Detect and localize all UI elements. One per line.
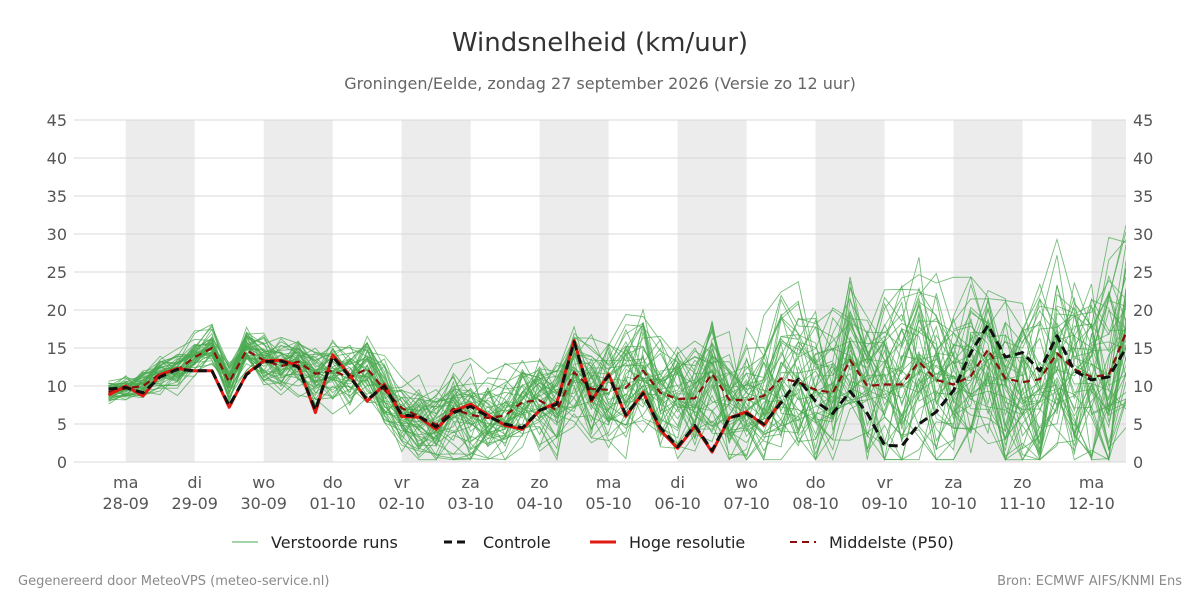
x-tick-date: 30-09 bbox=[240, 494, 287, 513]
x-tick-day: vr bbox=[394, 473, 410, 492]
perturbed-run-line bbox=[108, 255, 1126, 442]
y-tick-label-left: 20 bbox=[47, 301, 67, 320]
x-tick-date: 10-10 bbox=[930, 494, 977, 513]
x-tick-date: 07-10 bbox=[723, 494, 770, 513]
y-tick-label-left: 35 bbox=[47, 187, 67, 206]
chart-subtitle: Groningen/Eelde, zondag 27 september 202… bbox=[344, 74, 856, 93]
y-tick-label-left: 10 bbox=[47, 377, 67, 396]
x-tick-date: 01-10 bbox=[309, 494, 356, 513]
x-tick-date: 29-09 bbox=[171, 494, 218, 513]
perturbed-run-line bbox=[108, 236, 1126, 454]
x-tick-day: do bbox=[323, 473, 343, 492]
weekday-band bbox=[125, 120, 195, 462]
y-tick-label-left: 25 bbox=[47, 263, 67, 282]
x-tick-day: wo bbox=[735, 473, 758, 492]
x-tick-day: ma bbox=[113, 473, 138, 492]
x-tick-day: ma bbox=[596, 473, 621, 492]
perturbed-run-line bbox=[108, 283, 1126, 444]
legend: Verstoorde runs Controle Hoge resolutie … bbox=[232, 533, 954, 552]
main-series bbox=[107, 323, 1126, 454]
x-tick-date: 04-10 bbox=[516, 494, 563, 513]
perturbed-run-line bbox=[108, 313, 1126, 461]
y-tick-label-right: 25 bbox=[1133, 263, 1153, 282]
y-tick-label-left: 0 bbox=[57, 453, 67, 472]
perturbed-run-line bbox=[108, 224, 1126, 461]
x-axis-ticks: ma 28-09 di 29-09 wo 30-09 do 01-10 vr 02-10 za 03-… bbox=[102, 473, 1114, 513]
y-tick-label-right: 5 bbox=[1133, 415, 1143, 434]
x-tick-date: 06-10 bbox=[654, 494, 701, 513]
legend-label-median: Middelste (P50) bbox=[829, 533, 954, 552]
y-axis-right-ticks: 0 5 10 15 20 25 30 35 40 45 bbox=[1133, 111, 1153, 472]
x-tick-day: zo bbox=[1013, 473, 1031, 492]
series-line-median bbox=[108, 332, 1126, 426]
x-tick-day: wo bbox=[252, 473, 275, 492]
x-tick-date: 09-10 bbox=[861, 494, 908, 513]
x-tick-date: 08-10 bbox=[792, 494, 839, 513]
x-tick-date: 12-10 bbox=[1068, 494, 1115, 513]
perturbed-run-line bbox=[108, 280, 1126, 440]
x-tick-day: do bbox=[806, 473, 826, 492]
perturbed-run-line bbox=[108, 297, 1126, 460]
y-tick-label-left: 30 bbox=[47, 225, 67, 244]
perturbed-run-line bbox=[108, 257, 1126, 450]
y-tick-label-left: 40 bbox=[47, 149, 67, 168]
perturbed-run-line bbox=[108, 323, 1126, 461]
weekday-band bbox=[263, 120, 333, 462]
y-axis-left-ticks: 0 5 10 15 20 25 30 35 40 45 bbox=[47, 111, 67, 472]
x-tick-day: vr bbox=[877, 473, 893, 492]
y-tick-label-left: 15 bbox=[47, 339, 67, 358]
legend-label-perturbed: Verstoorde runs bbox=[271, 533, 398, 552]
y-tick-label-right: 20 bbox=[1133, 301, 1153, 320]
x-tick-date: 05-10 bbox=[585, 494, 632, 513]
x-tick-day: di bbox=[670, 473, 685, 492]
x-tick-day: di bbox=[187, 473, 202, 492]
y-tick-label-right: 45 bbox=[1133, 111, 1153, 130]
perturbed-run-line bbox=[108, 287, 1126, 447]
y-tick-label-right: 10 bbox=[1133, 377, 1153, 396]
x-tick-date: 02-10 bbox=[378, 494, 425, 513]
x-tick-date: 11-10 bbox=[999, 494, 1046, 513]
x-tick-date: 28-09 bbox=[102, 494, 149, 513]
legend-label-hires: Hoge resolutie bbox=[629, 533, 745, 552]
y-tick-label-right: 30 bbox=[1133, 225, 1153, 244]
perturbed-run-line bbox=[108, 288, 1126, 462]
y-tick-label-left: 5 bbox=[57, 415, 67, 434]
perturbed-run-line bbox=[108, 298, 1126, 455]
x-tick-day: za bbox=[944, 473, 962, 492]
legend-label-control: Controle bbox=[483, 533, 551, 552]
x-tick-day: zo bbox=[531, 473, 549, 492]
y-tick-label-right: 0 bbox=[1133, 453, 1143, 472]
y-tick-label-right: 40 bbox=[1133, 149, 1153, 168]
footer-source: Bron: ECMWF AIFS/KNMI Ens bbox=[997, 574, 1182, 589]
perturbed-run-line bbox=[108, 293, 1126, 446]
footer-generated-by: Gegenereerd door MeteoVPS (meteo-service… bbox=[18, 574, 329, 589]
x-tick-day: za bbox=[462, 473, 480, 492]
perturbed-run-line bbox=[108, 298, 1126, 460]
series-line-control bbox=[108, 323, 1126, 453]
perturbed-run-line bbox=[108, 284, 1126, 461]
x-tick-date: 03-10 bbox=[447, 494, 494, 513]
chart-title: Windsnelheid (km/uur) bbox=[452, 28, 748, 58]
x-tick-day: ma bbox=[1079, 473, 1104, 492]
y-tick-label-right: 15 bbox=[1133, 339, 1153, 358]
y-tick-label-left: 45 bbox=[47, 111, 67, 130]
y-tick-label-right: 35 bbox=[1133, 187, 1153, 206]
